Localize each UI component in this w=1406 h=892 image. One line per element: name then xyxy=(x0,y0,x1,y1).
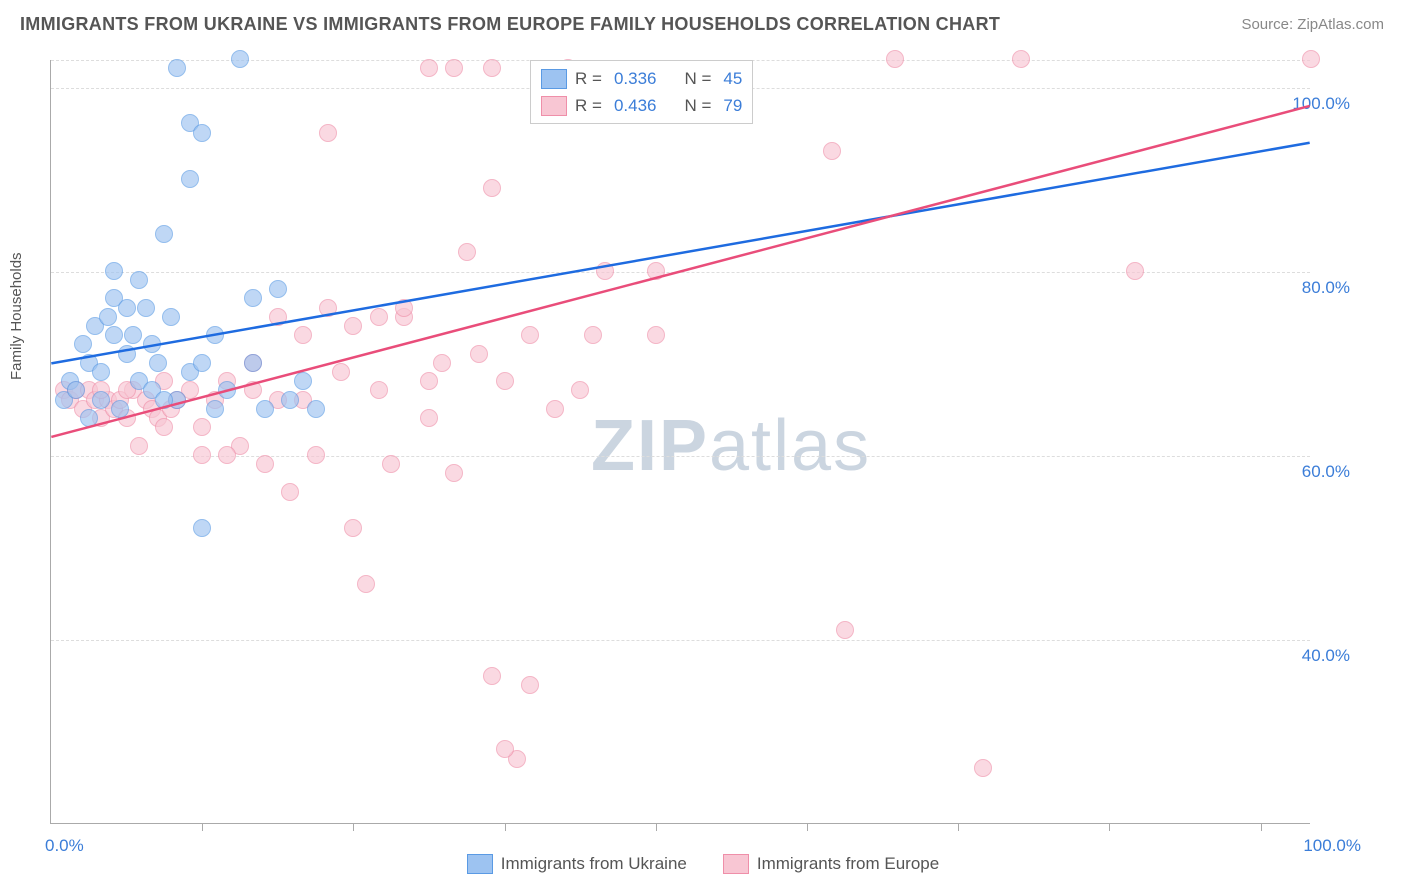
r-value-series2: 0.436 xyxy=(614,92,657,119)
n-value-series1: 45 xyxy=(723,65,742,92)
x-tick xyxy=(1261,823,1262,831)
trend-line-series1 xyxy=(51,143,1309,364)
legend-row-series2: R = 0.436 N = 79 xyxy=(541,92,742,119)
x-tick xyxy=(353,823,354,831)
legend-item-series2: Immigrants from Europe xyxy=(723,854,939,874)
plot-area: ZIPatlas xyxy=(50,60,1310,824)
source-label: Source: ZipAtlas.com xyxy=(1241,16,1384,33)
x-tick xyxy=(656,823,657,831)
x-tick xyxy=(1109,823,1110,831)
x-axis-min-label: 0.0% xyxy=(45,836,84,856)
r-value-series1: 0.336 xyxy=(614,65,657,92)
x-tick xyxy=(807,823,808,831)
legend-swatch-series1 xyxy=(541,69,567,89)
x-tick xyxy=(202,823,203,831)
n-value-series2: 79 xyxy=(723,92,742,119)
legend-swatch-series2 xyxy=(541,96,567,116)
y-axis-label: Family Households xyxy=(8,252,25,380)
trend-lines-svg xyxy=(51,60,1310,823)
trend-line-series2 xyxy=(51,106,1309,437)
legend-item-series1: Immigrants from Ukraine xyxy=(467,854,687,874)
x-axis-max-label: 100.0% xyxy=(1303,836,1361,856)
correlation-legend: R = 0.336 N = 45 R = 0.436 N = 79 xyxy=(530,60,753,124)
series-legend: 0.0% Immigrants from Ukraine Immigrants … xyxy=(0,854,1406,874)
x-tick xyxy=(505,823,506,831)
x-tick xyxy=(958,823,959,831)
chart-title: IMMIGRANTS FROM UKRAINE VS IMMIGRANTS FR… xyxy=(20,14,1000,35)
legend-swatch-series1-bottom xyxy=(467,854,493,874)
legend-row-series1: R = 0.336 N = 45 xyxy=(541,65,742,92)
legend-swatch-series2-bottom xyxy=(723,854,749,874)
